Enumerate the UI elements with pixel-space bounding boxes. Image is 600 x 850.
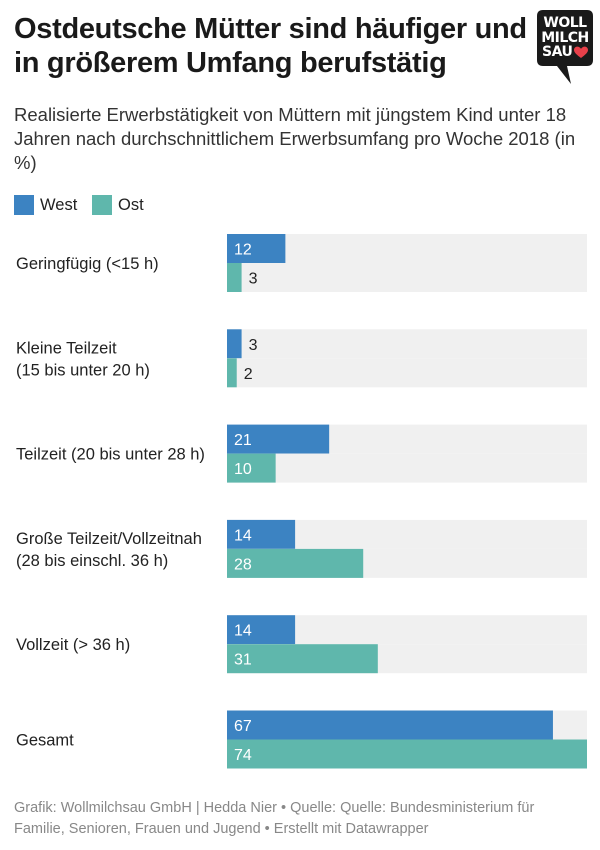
bar-ost (227, 263, 242, 292)
bar-track (227, 358, 587, 388)
bar-value-label: 10 (234, 461, 252, 478)
bar-west (227, 615, 296, 645)
category-label: (15 bis unter 20 h) (16, 361, 150, 379)
category-label: (28 bis einschl. 36 h) (16, 552, 168, 570)
bar-track (227, 329, 587, 359)
bar-value-label: 74 (234, 747, 252, 764)
logo-line-3: SAU (542, 44, 573, 60)
bar-value-label: 3 (249, 337, 258, 354)
bar-west (227, 234, 286, 263)
legend-label-west: West (40, 196, 78, 214)
legend-swatch-west (14, 195, 34, 215)
bar-track (227, 263, 587, 292)
logo-line-2: MILCH (541, 29, 589, 46)
category-label: Große Teilzeit/Vollzeitnah (16, 530, 202, 548)
chart-subtitle: Realisierte Erwerbstätigkeit von Müttern… (14, 104, 576, 173)
chart-title: Ostdeutsche Mütter sind häufiger und in … (14, 13, 527, 79)
bar-track (227, 234, 587, 263)
bar-value-label: 12 (234, 242, 252, 259)
legend-label-ost: Ost (118, 196, 144, 214)
logo-line-1: WOLL (543, 15, 587, 31)
bar-west (227, 424, 330, 454)
bar-ost (227, 358, 237, 388)
bar-ost (227, 453, 276, 483)
bar-track (227, 453, 587, 483)
bar-value-label: 14 (234, 527, 252, 544)
category-label: Vollzeit (> 36 h) (16, 636, 130, 654)
logo-wordmark: WOLL MILCH SAU (537, 16, 593, 60)
category-label: Geringfügig (<15 h) (16, 255, 159, 273)
bar-value-label: 31 (234, 652, 252, 669)
bar-value-label: 21 (234, 432, 252, 449)
wollmilchsau-logo[interactable]: WOLL MILCH SAU (537, 10, 593, 86)
bar-value-label: 3 (249, 271, 258, 288)
bar-value-label: 67 (234, 718, 252, 735)
bar-value-label: 28 (234, 556, 252, 573)
bar-west (227, 710, 553, 740)
bar-ost (227, 739, 587, 769)
bar-west (227, 329, 242, 359)
category-label: Teilzeit (20 bis unter 28 h) (16, 446, 205, 464)
category-label: Gesamt (16, 732, 74, 750)
bar-value-label: 2 (244, 366, 253, 383)
logo-speech-bubble-icon (537, 10, 593, 84)
category-label: Kleine Teilzeit (16, 339, 117, 357)
bar-value-label: 14 (234, 623, 252, 640)
bar-chart: Geringfügig (<15 h) 12 3 Kleine Teilzeit (15… (16, 234, 587, 769)
bar-ost (227, 644, 378, 674)
bar-ost (227, 548, 364, 578)
legend-swatch-ost (92, 195, 112, 215)
bar-west (227, 519, 296, 549)
chart-footer: Grafik: Wollmilchsau GmbH | Hedda Nier •… (14, 800, 535, 837)
